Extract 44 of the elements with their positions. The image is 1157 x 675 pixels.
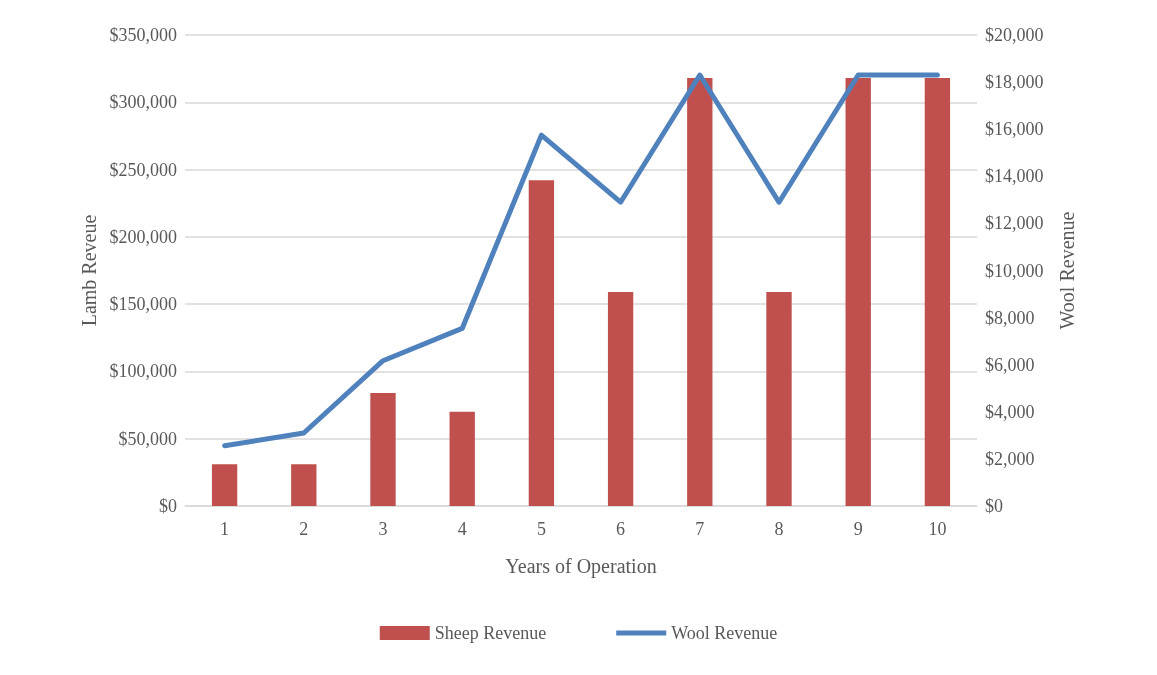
- legend-label: Wool Revenue: [671, 623, 778, 643]
- y2-tick-label: $14,000: [985, 166, 1044, 187]
- legend-label: Sheep Revenue: [434, 623, 547, 643]
- y-tick-label: $200,000: [109, 226, 177, 247]
- y2-tick-label: $4,000: [985, 401, 1035, 422]
- x-tick-label: 5: [536, 519, 546, 539]
- y-tick-label: $0: [159, 496, 177, 516]
- bar: [370, 392, 396, 506]
- bar: [449, 411, 475, 506]
- x-tick-label: 8: [774, 519, 784, 539]
- y2-tick-label: $0: [985, 496, 1003, 516]
- bar: [766, 292, 792, 506]
- x-tick-label: 7: [695, 519, 705, 539]
- x-tick-label: 10: [928, 519, 947, 539]
- x-tick-label: 4: [457, 519, 467, 539]
- y-axis-title: Lamb Reveue: [77, 214, 100, 327]
- bar: [924, 78, 951, 506]
- y2-tick-label: $8,000: [985, 307, 1035, 328]
- y2-axis-title: Wool Revenue: [1056, 211, 1078, 330]
- y2-tick-label: $12,000: [985, 213, 1044, 234]
- bar: [687, 78, 713, 506]
- y-tick-label: $350,000: [109, 25, 177, 45]
- y2-tick-label: $6,000: [985, 354, 1035, 375]
- bar: [528, 180, 555, 506]
- y-tick-label: $50,000: [118, 428, 177, 449]
- x-tick-label: 9: [853, 519, 863, 539]
- y2-tick-label: $18,000: [985, 72, 1044, 93]
- x-axis-title: Years of Operation: [505, 555, 657, 578]
- y2-tick-label: $16,000: [985, 119, 1044, 140]
- x-tick-label: 2: [299, 519, 309, 539]
- x-tick-label: 3: [378, 519, 388, 539]
- bar: [845, 78, 871, 506]
- y-tick-label: $150,000: [109, 294, 177, 315]
- y2-tick-label: $2,000: [985, 448, 1035, 469]
- y2-tick-label: $20,000: [985, 25, 1044, 45]
- y-tick-label: $100,000: [109, 361, 177, 382]
- bar: [607, 292, 634, 506]
- y-tick-label: $300,000: [109, 92, 177, 113]
- x-tick-label: 1: [220, 519, 230, 539]
- bar: [211, 464, 238, 506]
- x-tick-label: 6: [616, 519, 626, 539]
- y2-tick-label: $10,000: [985, 260, 1044, 281]
- bar: [291, 464, 317, 506]
- y-tick-label: $250,000: [109, 159, 177, 180]
